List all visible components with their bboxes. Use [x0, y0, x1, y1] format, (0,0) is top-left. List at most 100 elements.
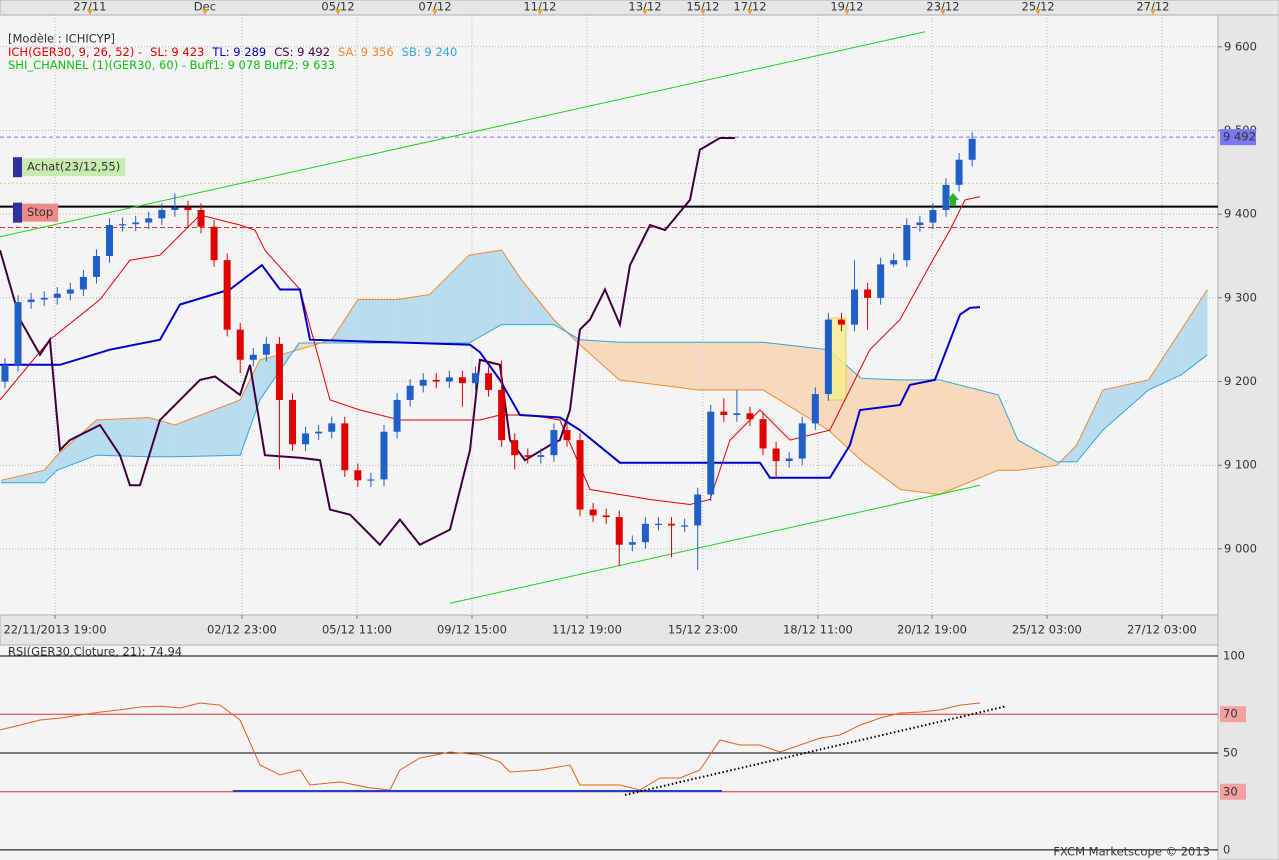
last-price-box	[1220, 129, 1256, 146]
candle-body	[171, 207, 179, 210]
candle-body	[40, 297, 48, 300]
indicator-line	[0, 137, 735, 547]
indicator-line	[0, 31, 926, 238]
indicator-line	[449, 484, 981, 604]
model-label: [Modèle : ICHICYP]	[8, 32, 115, 46]
candle-body	[328, 423, 336, 432]
legend-entry: SHI_CHANNEL (1)(GER30, 60) - Buff1: 9 07…	[8, 58, 335, 72]
x-tick-label: 25/12 03:00	[1012, 623, 1082, 637]
candle-body	[511, 440, 519, 456]
price-panel	[0, 15, 1218, 615]
top-axis-band	[0, 0, 1279, 16]
top-tick-label: 05/12	[321, 0, 354, 14]
x-tick-label: 18/12 11:00	[783, 623, 853, 637]
y-tick-label: 9 400	[1224, 207, 1257, 221]
legend-entry: ICH(GER30, 9, 26, 52) -	[8, 45, 142, 59]
candle-body	[406, 385, 414, 400]
candle-body	[210, 226, 218, 261]
rsi-tick-label: 30	[1223, 784, 1238, 798]
candle-body	[628, 542, 636, 545]
cloud-fill	[96, 417, 149, 457]
top-tick-label: Dec	[194, 0, 216, 14]
candle-body	[367, 479, 375, 481]
candle-body	[158, 209, 166, 219]
cloud-fill	[619, 342, 698, 390]
candle-body	[524, 455, 532, 457]
rsi-tick-label: 70	[1223, 707, 1238, 721]
candle-body	[79, 276, 87, 290]
cloud-fill	[429, 255, 469, 343]
candle-body	[393, 399, 401, 432]
candle-body	[641, 523, 649, 543]
candle-body	[354, 470, 362, 481]
candle-body	[576, 440, 584, 510]
candle-body	[145, 218, 153, 223]
candle-body	[106, 225, 114, 257]
cloud-fill	[1148, 329, 1182, 390]
rsi-tick-bg	[1220, 783, 1246, 800]
candle-body	[275, 343, 283, 400]
candle-body	[733, 413, 741, 415]
candle-body	[445, 377, 453, 382]
candle-body	[380, 431, 388, 480]
top-tick-label: 27/12	[1136, 0, 1169, 14]
cloud-fill	[900, 379, 940, 495]
cloud-fill	[521, 279, 554, 325]
x-tick-label: 02/12 23:00	[207, 623, 277, 637]
x-tick-label: 22/11/2013 19:00	[3, 623, 106, 637]
candle-body	[66, 289, 74, 294]
candle-body	[720, 411, 728, 415]
candle-body	[955, 159, 963, 185]
candle-body	[289, 399, 297, 445]
top-tick-label: 17/12	[733, 0, 766, 14]
candle-body	[249, 354, 257, 360]
candle-body	[929, 209, 937, 223]
cloud-fill	[1017, 440, 1058, 471]
top-tick-marker	[201, 9, 208, 15]
candle-body	[197, 209, 205, 227]
top-tick-label: 07/12	[418, 0, 451, 14]
cloud-fill	[1076, 389, 1103, 462]
candle-body	[458, 377, 466, 384]
candle-body	[184, 207, 192, 210]
candle-body	[759, 419, 767, 449]
candle-body	[341, 423, 349, 471]
cloud-fill	[240, 359, 260, 456]
cloud-fill	[469, 250, 502, 343]
top-tick-label: 25/12	[1021, 0, 1054, 14]
level-label-box	[22, 158, 126, 177]
candle-body	[550, 430, 558, 456]
top-tick-label: 15/12	[686, 0, 719, 14]
candle-body	[694, 494, 702, 526]
candle-body	[824, 319, 832, 395]
top-tick-marker	[536, 9, 543, 15]
level-label-box	[22, 203, 59, 222]
top-tick-marker	[431, 9, 438, 15]
buy-arrow	[947, 193, 959, 206]
candle-body	[471, 373, 479, 384]
candle-body	[315, 431, 323, 434]
x-tick-label: 20/12 19:00	[897, 623, 967, 637]
legend-entry: SL: 9 423	[150, 45, 204, 59]
x-tick-label: 27/12 03:00	[1127, 623, 1197, 637]
candle-body	[223, 260, 231, 330]
candle-body	[53, 293, 61, 298]
candle-body	[681, 525, 689, 527]
x-tick-label: 09/12 15:00	[437, 623, 507, 637]
candle-body	[903, 225, 911, 261]
top-tick-label: 13/12	[628, 0, 661, 14]
cloud-fill	[148, 417, 175, 457]
candle-body	[132, 222, 140, 225]
top-tick-marker	[642, 9, 649, 15]
rsi-tick-label: 0	[1223, 842, 1230, 856]
top-tick-marker	[1149, 9, 1156, 15]
level-label: Stop	[27, 205, 53, 219]
candle-body	[27, 299, 35, 303]
y-tick-label: 9 100	[1224, 458, 1257, 472]
senkou-a	[0, 249, 1208, 496]
cloud-fill	[998, 394, 1018, 471]
legend-entry: TL: 9 289	[211, 45, 266, 59]
candle-body	[432, 379, 440, 382]
cloud-fill	[1102, 379, 1149, 431]
